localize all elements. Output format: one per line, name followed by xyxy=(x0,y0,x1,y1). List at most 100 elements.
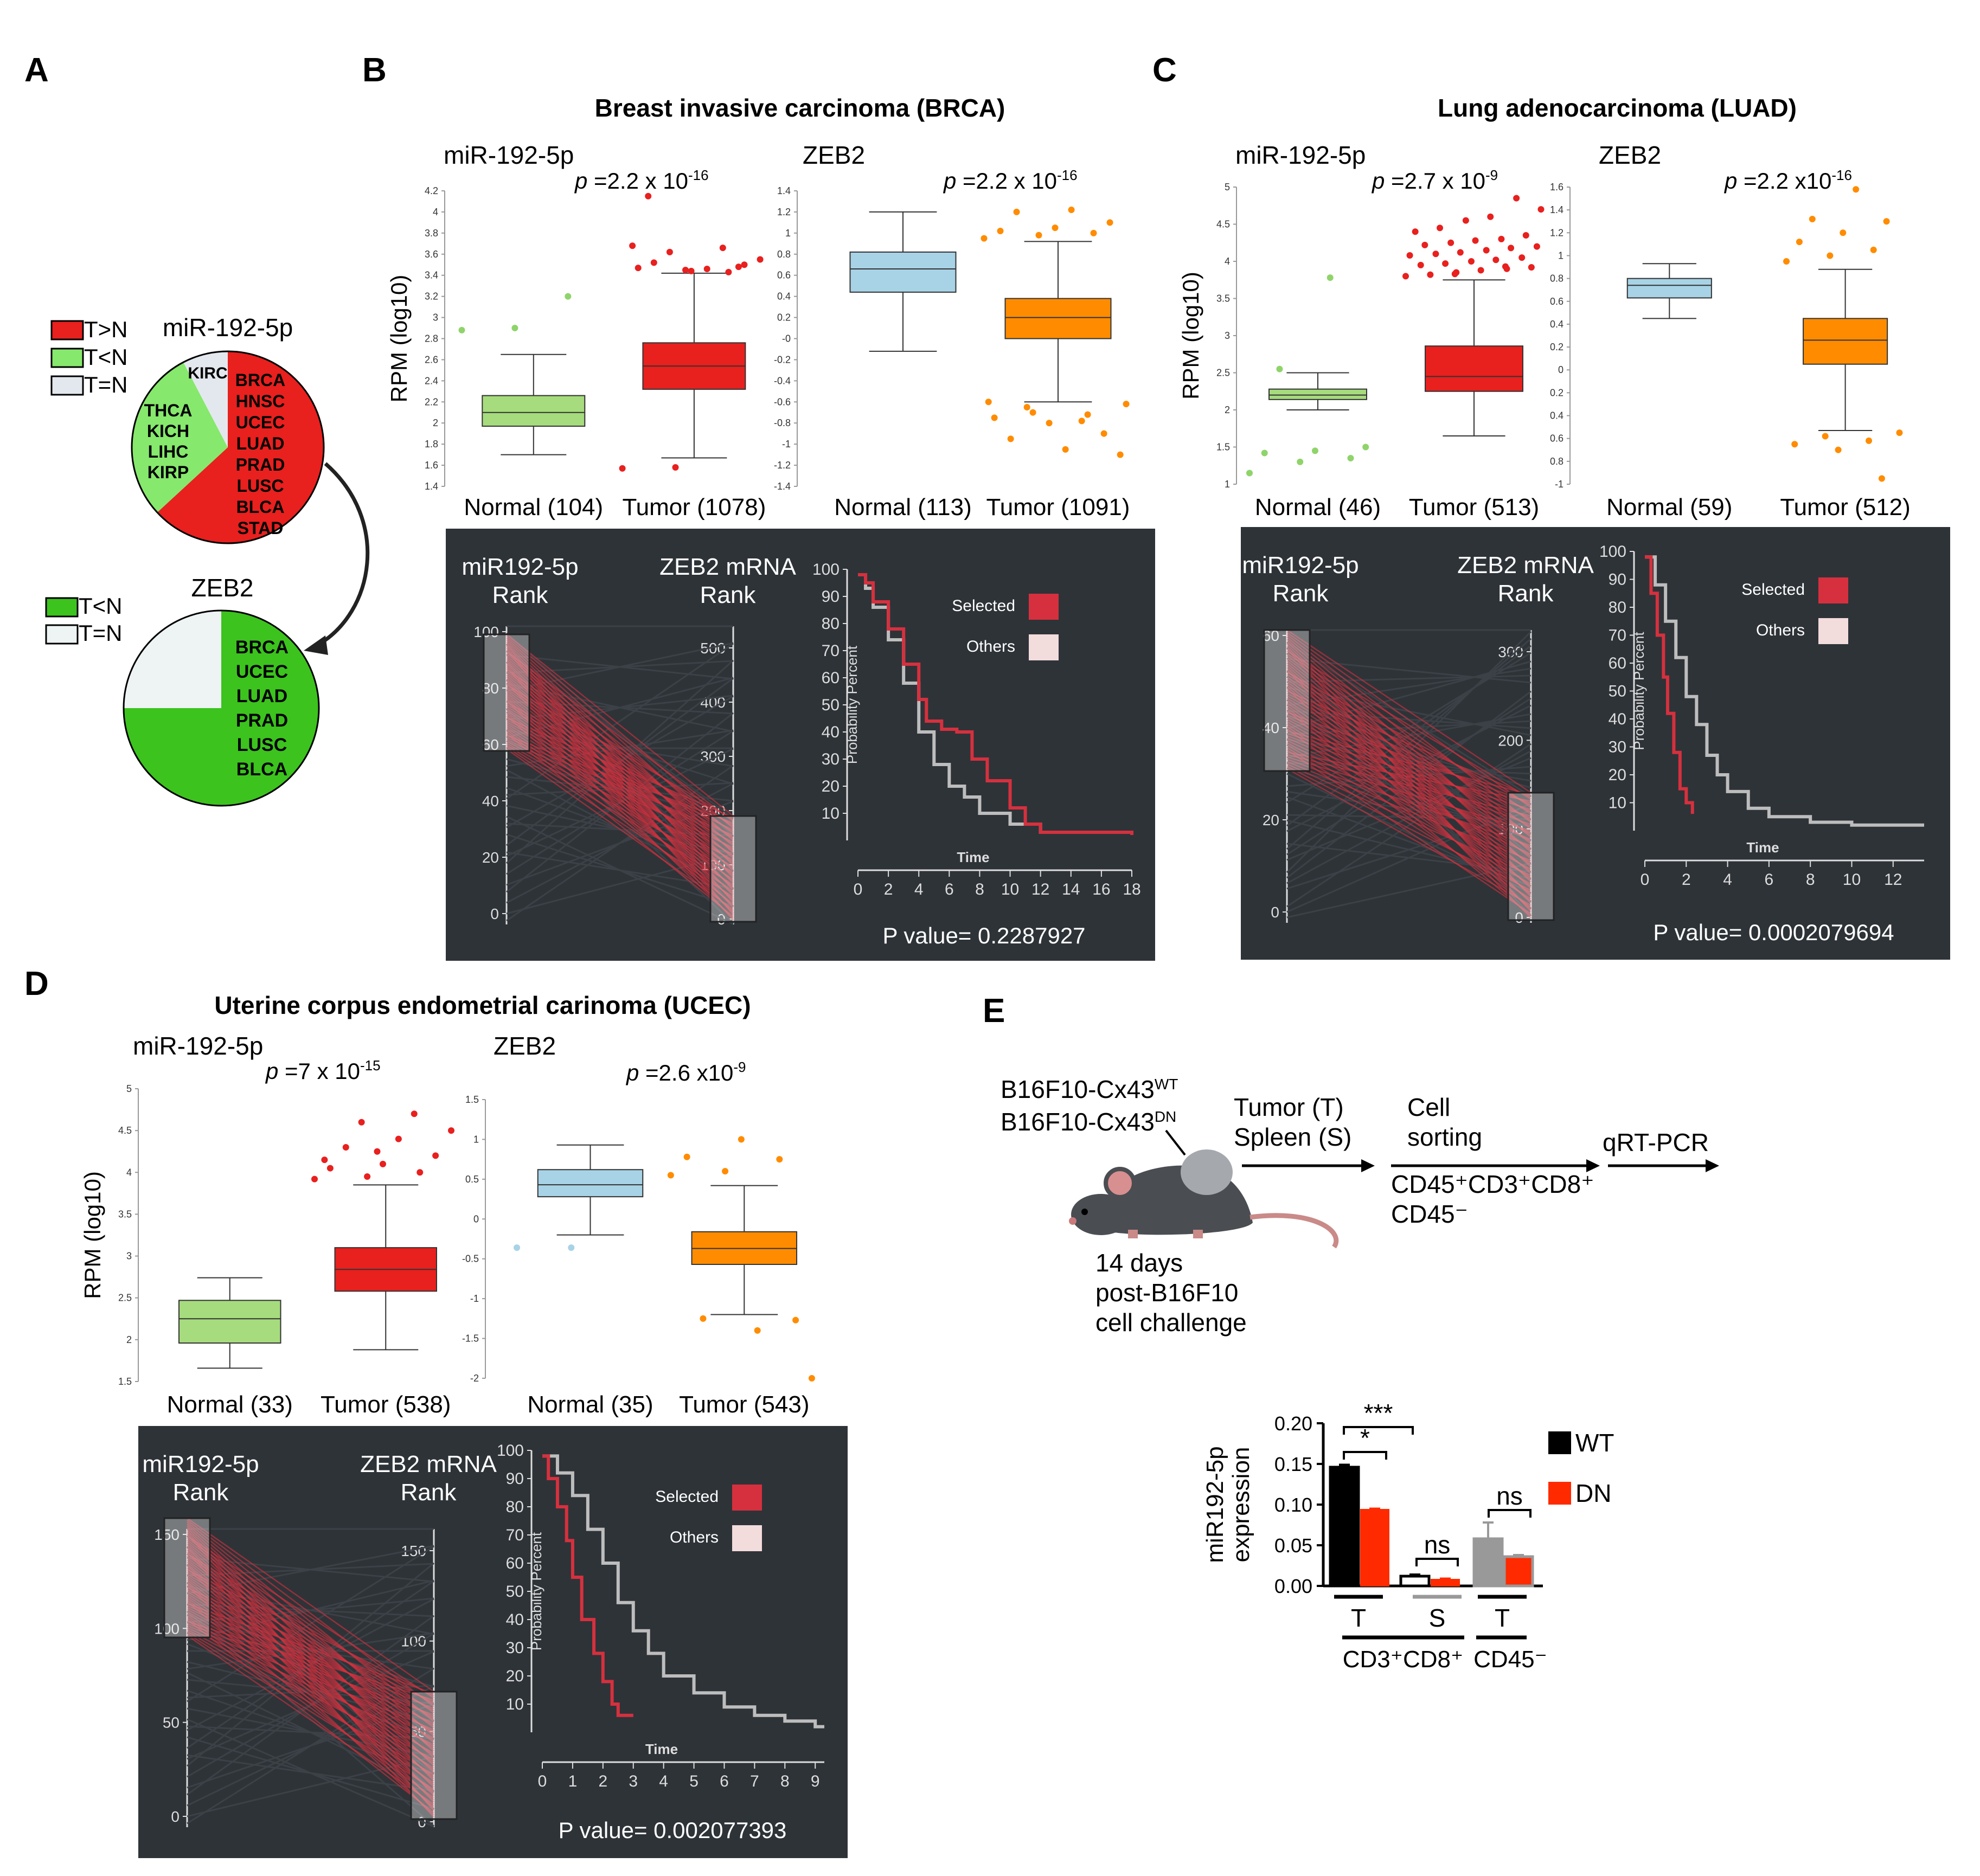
km-x-tick-label: 2 xyxy=(1682,871,1691,889)
rank-left-tick-label: 40 xyxy=(1263,719,1279,736)
rank-link-selected xyxy=(506,740,734,861)
rank-link-bg xyxy=(187,1579,434,1641)
step3-label: qRT-PCR xyxy=(1603,1128,1709,1157)
outlier xyxy=(683,1153,690,1160)
outlier xyxy=(342,1144,349,1151)
outlier xyxy=(568,1244,575,1251)
rank-link-selected xyxy=(1286,690,1532,798)
km-x-axis-label: Time xyxy=(645,1741,678,1757)
p-value-text: =2.2 x10 xyxy=(1744,168,1831,194)
rank-link-bg xyxy=(187,1754,434,1792)
legend-swatch-t-gt-n xyxy=(50,320,84,340)
pie1-slice-t-lt-n xyxy=(131,362,228,512)
km-curve-selected xyxy=(858,573,1133,835)
outlier xyxy=(792,1316,799,1324)
outlier xyxy=(1084,411,1091,418)
group-label: Tumor (543) xyxy=(679,1391,809,1418)
group-label: Normal (46) xyxy=(1255,494,1381,521)
y-tick-label: 0.8 xyxy=(1550,456,1564,467)
rank-link-selected xyxy=(506,708,734,863)
outlier xyxy=(1827,252,1834,259)
km-y-tick-label: 100 xyxy=(1599,543,1626,561)
outlier xyxy=(719,245,726,252)
rank-link-selected xyxy=(187,1627,434,1746)
days-line-2: post-B16F10 xyxy=(1095,1278,1238,1307)
y-axis-label: RPM (log10) xyxy=(80,1171,105,1299)
rank-link-selected xyxy=(187,1587,434,1703)
legend-label-zeb-t-lt-n: T<N xyxy=(79,593,123,619)
sig-star-bracket xyxy=(1343,1451,1387,1460)
outlier xyxy=(326,1165,334,1172)
y-tick-label: -1.4 xyxy=(774,481,791,492)
pie1-red-item: STAD xyxy=(238,518,284,538)
y-tick-label: -0.5 xyxy=(462,1254,479,1264)
km-y-tick-label: 70 xyxy=(1609,627,1626,645)
km-y-tick-label: 80 xyxy=(1609,599,1626,616)
km-p-value: P value= 0.2287927 xyxy=(882,923,1085,948)
outlier xyxy=(1533,243,1540,250)
box-group: Tumor (512) xyxy=(1780,186,1911,521)
p-exponent: -15 xyxy=(360,1057,381,1074)
rank-link-selected xyxy=(1286,759,1532,847)
box xyxy=(849,251,957,293)
rank-link-selected xyxy=(1286,761,1532,862)
y-tick-label: 1.8 xyxy=(425,439,438,449)
rank-left-label: miR192-5p xyxy=(462,554,578,580)
pie1-red-item: HNSC xyxy=(236,391,285,411)
rank-link-bg xyxy=(506,677,734,738)
rank-right-label: ZEB2 mRNA xyxy=(360,1451,497,1477)
outlier xyxy=(395,1135,402,1142)
y-tick-label: 0.6 xyxy=(1550,296,1564,307)
y-tick-label: 1.2 xyxy=(777,207,791,217)
km-y-tick-label: 10 xyxy=(822,805,840,823)
km-x-tick-label: 2 xyxy=(598,1772,607,1790)
outlier xyxy=(1117,451,1124,458)
y-tick-label: 2.4 xyxy=(425,375,438,386)
km-y-tick-label: 90 xyxy=(506,1470,524,1488)
outlier xyxy=(997,227,1004,234)
box xyxy=(178,1300,281,1344)
km-x-tick-label: 6 xyxy=(945,881,954,898)
rank-link-selected xyxy=(1286,725,1532,894)
km-x-tick-label: 10 xyxy=(1001,881,1019,898)
rank-left-tick-label: 20 xyxy=(1263,812,1279,828)
p-exponent: -16 xyxy=(688,167,709,183)
y-tick-label: 1 xyxy=(1558,250,1564,261)
rank-link-selected xyxy=(506,719,734,831)
rank-left-tick-label: 20 xyxy=(482,849,499,866)
p-italic: p xyxy=(943,168,963,194)
group-label: Normal (33) xyxy=(167,1391,293,1418)
y-tick-label: 1 xyxy=(785,228,791,239)
outlier xyxy=(1462,217,1469,224)
rank-link-selected xyxy=(1286,744,1532,885)
rank-link-selected xyxy=(1286,707,1532,902)
p-italic: p xyxy=(1371,168,1391,194)
y-tick-label: 0.2 xyxy=(1550,342,1564,352)
y-tick-label: 3 xyxy=(1225,330,1230,341)
y-tick-label: 3 xyxy=(433,312,438,323)
rank-left-tick-label: 0 xyxy=(171,1808,180,1825)
pie2-slice-t-eq-n xyxy=(124,611,221,708)
rank-link-selected xyxy=(506,684,734,820)
arrow-1-head xyxy=(1361,1159,1375,1172)
arrow-2-head xyxy=(1586,1159,1600,1172)
rank-link-selected xyxy=(1286,653,1532,815)
boxplot-gene-label: ZEB2 xyxy=(1599,141,1661,169)
arrow-3-head xyxy=(1706,1159,1719,1172)
panel-label-a: A xyxy=(24,52,49,89)
pie2-green-list: BRCA UCEC LUAD PRAD LUSC BLCA xyxy=(235,637,289,780)
y-tick-label: 0.8 xyxy=(777,249,791,260)
y-tick-label: 3.6 xyxy=(425,249,438,260)
bar-y-tick-label: 0.00 xyxy=(1274,1575,1312,1597)
y-tick-label: 3 xyxy=(126,1251,132,1262)
rank-link-selected xyxy=(506,738,734,849)
pie1-green-item: THCA xyxy=(144,401,193,420)
rank-link-selected xyxy=(1286,660,1532,859)
bar-dn xyxy=(1360,1509,1389,1586)
outlier xyxy=(776,1156,783,1163)
p-exponent: -16 xyxy=(1831,167,1852,183)
outlier xyxy=(1261,449,1268,457)
km-y-tick-label: 90 xyxy=(1609,571,1626,589)
km-x-tick-label: 5 xyxy=(689,1772,699,1790)
km-y-tick-label: 10 xyxy=(506,1695,524,1713)
